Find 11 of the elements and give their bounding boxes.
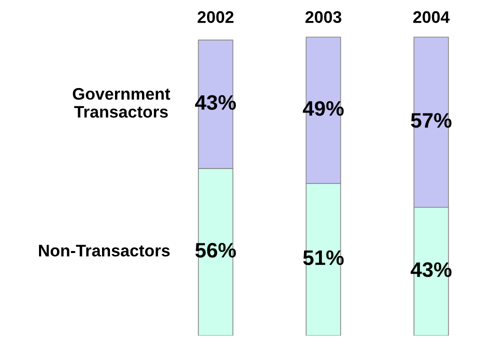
x-tick-label: 2004	[413, 11, 450, 23]
data-label: 51%	[303, 250, 344, 266]
data-label: 56%	[195, 242, 236, 258]
data-label: 43%	[195, 95, 236, 110]
data-label: 49%	[302, 101, 344, 116]
x-tick-label: 2003	[305, 11, 342, 24]
data-label: 57%	[410, 113, 452, 128]
data-label: 43%	[410, 262, 452, 278]
series-label: Government Transactors	[72, 88, 170, 118]
series-label: Non-Transactors	[39, 244, 170, 257]
x-tick-label: 2002	[198, 11, 234, 23]
